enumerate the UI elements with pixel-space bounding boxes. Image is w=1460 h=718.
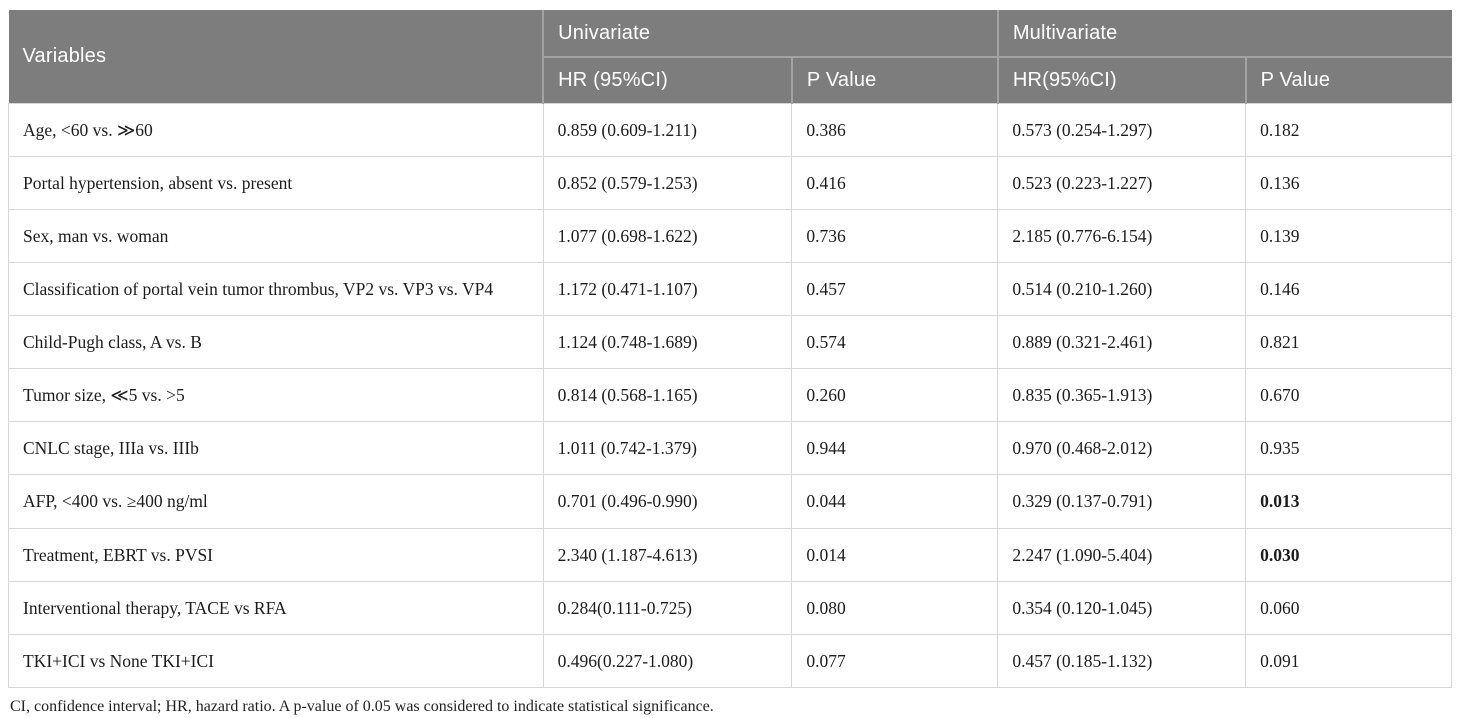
cell-variable: CNLC stage, IIIa vs. IIIb	[8, 421, 544, 476]
header-variables: Variables	[8, 10, 544, 103]
cell-multi-pvalue: 0.013	[1245, 474, 1452, 529]
cell-multi-hr: 0.514 (0.210-1.260)	[997, 261, 1247, 317]
header-sub-row: HR (95%CI) P Value HR(95%CI) P Value	[9, 56, 1452, 103]
cell-uni-pvalue: 0.736	[791, 208, 999, 263]
table-row: Age, <60 vs. ≫60 0.859 (0.609-1.211) 0.3…	[8, 102, 1452, 157]
header-univariate-group: Univariate	[542, 10, 998, 57]
cell-variable: TKI+ICI vs None TKI+ICI	[8, 633, 544, 688]
cell-multi-pvalue: 0.670	[1245, 368, 1452, 423]
table-row: Sex, man vs. woman 1.077 (0.698-1.622) 0…	[8, 208, 1452, 263]
cell-multi-hr: 0.523 (0.223-1.227)	[997, 155, 1247, 210]
cell-uni-hr: 0.852 (0.579-1.253)	[542, 155, 793, 210]
table-body: Age, <60 vs. ≫60 0.859 (0.609-1.211) 0.3…	[8, 102, 1452, 688]
cell-multi-hr: 2.247 (1.090-5.404)	[997, 527, 1247, 582]
table-row: Treatment, EBRT vs. PVSI 2.340 (1.187-4.…	[8, 527, 1452, 582]
table-header: Variables Univariate Multivariate HR (95…	[8, 10, 1452, 103]
cell-uni-hr: 0.284(0.111-0.725)	[542, 580, 793, 635]
cell-uni-pvalue: 0.457	[791, 261, 999, 317]
cell-multi-pvalue: 0.935	[1245, 421, 1452, 476]
cell-uni-hr: 0.496(0.227-1.080)	[542, 633, 793, 688]
cell-variable: Classification of portal vein tumor thro…	[8, 261, 544, 317]
cell-multi-hr: 0.457 (0.185-1.132)	[997, 633, 1247, 688]
table-row: Interventional therapy, TACE vs RFA 0.28…	[8, 580, 1452, 635]
cell-multi-pvalue: 0.060	[1245, 580, 1452, 635]
table-row: AFP, <400 vs. ≥400 ng/ml 0.701 (0.496-0.…	[8, 474, 1452, 529]
cell-uni-pvalue: 0.416	[791, 155, 999, 210]
cell-uni-pvalue: 0.080	[791, 580, 999, 635]
cell-uni-pvalue: 0.574	[791, 314, 999, 370]
cell-variable: Portal hypertension, absent vs. present	[8, 155, 544, 210]
header-multivariate-group: Multivariate	[996, 10, 1452, 57]
header-group-row: Variables Univariate Multivariate	[8, 10, 1452, 103]
header-multi-hr: HR(95%CI)	[996, 56, 1246, 103]
cell-uni-hr: 2.340 (1.187-4.613)	[542, 527, 793, 582]
cell-uni-hr: 1.011 (0.742-1.379)	[542, 421, 793, 476]
cell-uni-hr: 1.124 (0.748-1.689)	[542, 314, 793, 370]
cell-variable: AFP, <400 vs. ≥400 ng/ml	[8, 474, 544, 529]
cox-regression-table: Variables Univariate Multivariate HR (95…	[8, 10, 1452, 688]
table-row: TKI+ICI vs None TKI+ICI 0.496(0.227-1.08…	[8, 633, 1452, 688]
table-row: Portal hypertension, absent vs. present …	[8, 155, 1452, 210]
cell-multi-pvalue: 0.030	[1245, 527, 1452, 582]
cell-uni-pvalue: 0.077	[791, 633, 999, 688]
header-multi-pvalue: P Value	[1244, 56, 1452, 103]
cell-uni-hr: 0.859 (0.609-1.211)	[542, 102, 793, 157]
cell-multi-hr: 0.835 (0.365-1.913)	[997, 368, 1247, 423]
cell-uni-pvalue: 0.014	[791, 527, 999, 582]
cell-multi-pvalue: 0.136	[1245, 155, 1452, 210]
cell-multi-hr: 0.573 (0.254-1.297)	[997, 102, 1247, 157]
cell-multi-hr: 0.354 (0.120-1.045)	[997, 580, 1247, 635]
table-row: Tumor size, ≪5 vs. >5 0.814 (0.568-1.165…	[8, 368, 1452, 423]
cell-uni-hr: 1.172 (0.471-1.107)	[542, 261, 793, 317]
cell-uni-pvalue: 0.386	[791, 102, 999, 157]
cell-uni-hr: 0.814 (0.568-1.165)	[542, 368, 793, 423]
cell-variable: Age, <60 vs. ≫60	[8, 102, 544, 157]
cell-variable: Tumor size, ≪5 vs. >5	[8, 368, 544, 423]
cell-multi-hr: 2.185 (0.776-6.154)	[997, 208, 1247, 263]
cell-variable: Sex, man vs. woman	[8, 208, 544, 263]
cell-multi-pvalue: 0.146	[1245, 261, 1452, 317]
table-row: Child-Pugh class, A vs. B 1.124 (0.748-1…	[8, 314, 1452, 370]
cell-uni-pvalue: 0.260	[791, 368, 999, 423]
cell-uni-hr: 0.701 (0.496-0.990)	[542, 474, 793, 529]
header-uni-hr: HR (95%CI)	[542, 56, 792, 103]
cell-variable: Treatment, EBRT vs. PVSI	[8, 527, 544, 582]
cell-uni-hr: 1.077 (0.698-1.622)	[542, 208, 793, 263]
header-uni-pvalue: P Value	[790, 56, 998, 103]
cell-variable: Interventional therapy, TACE vs RFA	[8, 580, 544, 635]
cell-uni-pvalue: 0.044	[791, 474, 999, 529]
table-row: CNLC stage, IIIa vs. IIIb 1.011 (0.742-1…	[8, 421, 1452, 476]
cell-multi-pvalue: 0.139	[1245, 208, 1452, 263]
cell-multi-hr: 0.329 (0.137-0.791)	[997, 474, 1247, 529]
cell-multi-pvalue: 0.821	[1245, 314, 1452, 370]
cell-multi-pvalue: 0.182	[1245, 102, 1452, 157]
cell-variable: Child-Pugh class, A vs. B	[8, 314, 544, 370]
cell-uni-pvalue: 0.944	[791, 421, 999, 476]
cell-multi-hr: 0.889 (0.321-2.461)	[997, 314, 1247, 370]
cell-multi-hr: 0.970 (0.468-2.012)	[997, 421, 1247, 476]
table-footnote: CI, confidence interval; HR, hazard rati…	[10, 697, 714, 715]
table-row: Classification of portal vein tumor thro…	[8, 261, 1452, 317]
cell-multi-pvalue: 0.091	[1245, 633, 1452, 688]
